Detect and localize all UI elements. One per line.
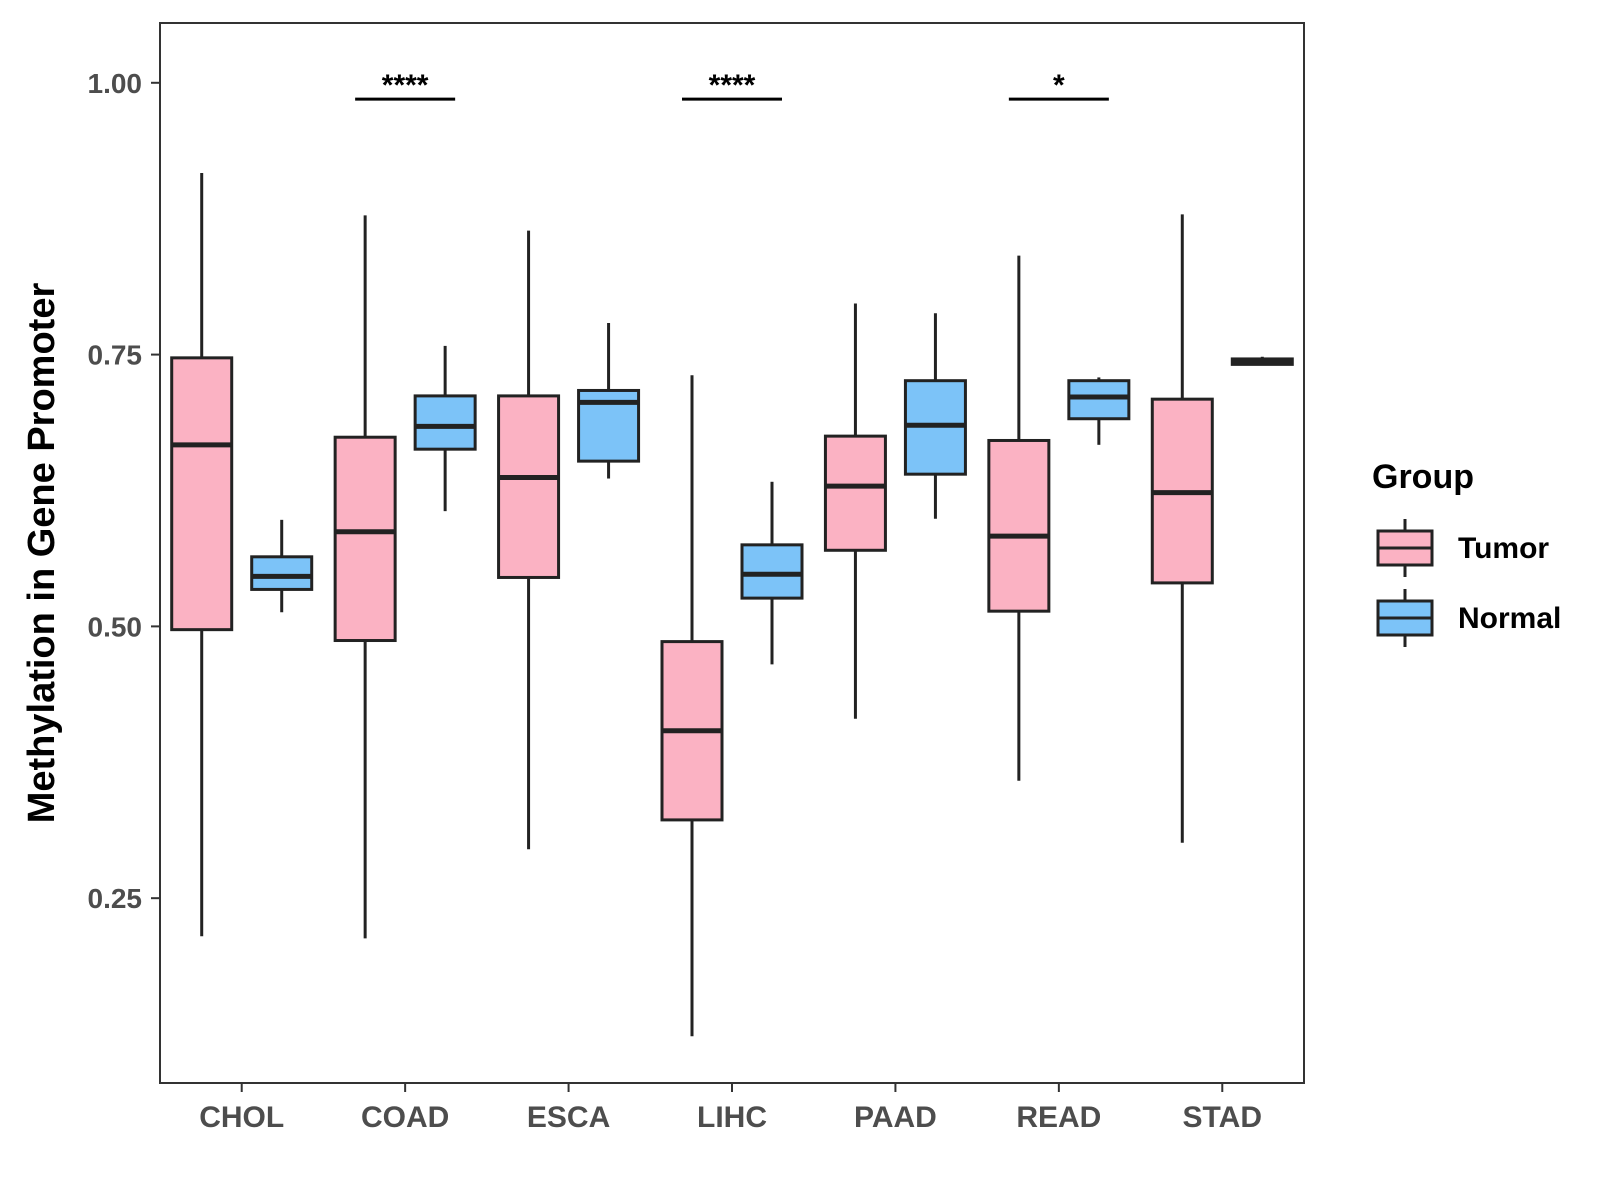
y-axis: 0.25 0.50 0.75 1.00 (88, 68, 160, 914)
box-iqr (333, 435, 397, 643)
box-tumor-chol (170, 173, 234, 937)
x-tick-label: ESCA (527, 1101, 610, 1134)
significance-annotations: **** **** * (355, 69, 1109, 102)
x-tick-label: PAAD (854, 1101, 937, 1134)
box-normal-esca (577, 323, 641, 479)
plot-panel (159, 22, 1305, 1084)
significance-label: **** (382, 69, 429, 102)
box-iqr (1067, 379, 1131, 421)
box-normal-chol (250, 519, 314, 613)
box-normal-read (1067, 377, 1131, 445)
legend: Group Tumor Normal (1372, 458, 1561, 647)
boxes-layer (170, 173, 1294, 1037)
box-normal-lihc (740, 481, 804, 665)
box-tumor-stad (1150, 214, 1214, 843)
significance-label: **** (709, 69, 756, 102)
legend-label: Tumor (1458, 532, 1549, 565)
box-tumor-paad (823, 303, 887, 719)
legend-title: Group (1372, 458, 1474, 496)
box-iqr (987, 438, 1051, 613)
box-tumor-coad (333, 215, 397, 939)
y-tick-label: 1.00 (88, 68, 143, 99)
y-axis-title: Methylation in Gene Promoter (21, 283, 63, 824)
box-iqr (413, 394, 477, 451)
box-normal-coad (413, 345, 477, 512)
box-tumor-lihc (660, 375, 724, 1037)
x-tick-label: READ (1016, 1101, 1101, 1134)
y-tick-label: 0.50 (88, 611, 143, 642)
x-tick-label: LIHC (697, 1101, 767, 1134)
y-tick-label: 0.25 (88, 883, 143, 914)
legend-entry-normal: Normal (1376, 589, 1561, 647)
box-iqr (740, 543, 804, 600)
box-iqr (250, 555, 314, 591)
box-iqr (823, 434, 887, 552)
box-normal-stad (1230, 356, 1294, 366)
box-tumor-read (987, 255, 1051, 781)
x-axis: CHOL COAD ESCA LIHC PAAD READ STAD (199, 1083, 1262, 1134)
x-tick-label: STAD (1183, 1101, 1262, 1134)
box-iqr (170, 356, 234, 632)
box-normal-paad (903, 313, 967, 519)
y-tick-label: 0.75 (88, 340, 143, 371)
significance-label: * (1053, 69, 1065, 102)
box-tumor-esca (497, 230, 561, 850)
box-iqr (497, 394, 561, 579)
legend-label: Normal (1458, 602, 1561, 635)
x-tick-label: COAD (361, 1101, 449, 1134)
x-tick-label: CHOL (199, 1101, 284, 1134)
legend-entry-tumor: Tumor (1376, 519, 1549, 577)
